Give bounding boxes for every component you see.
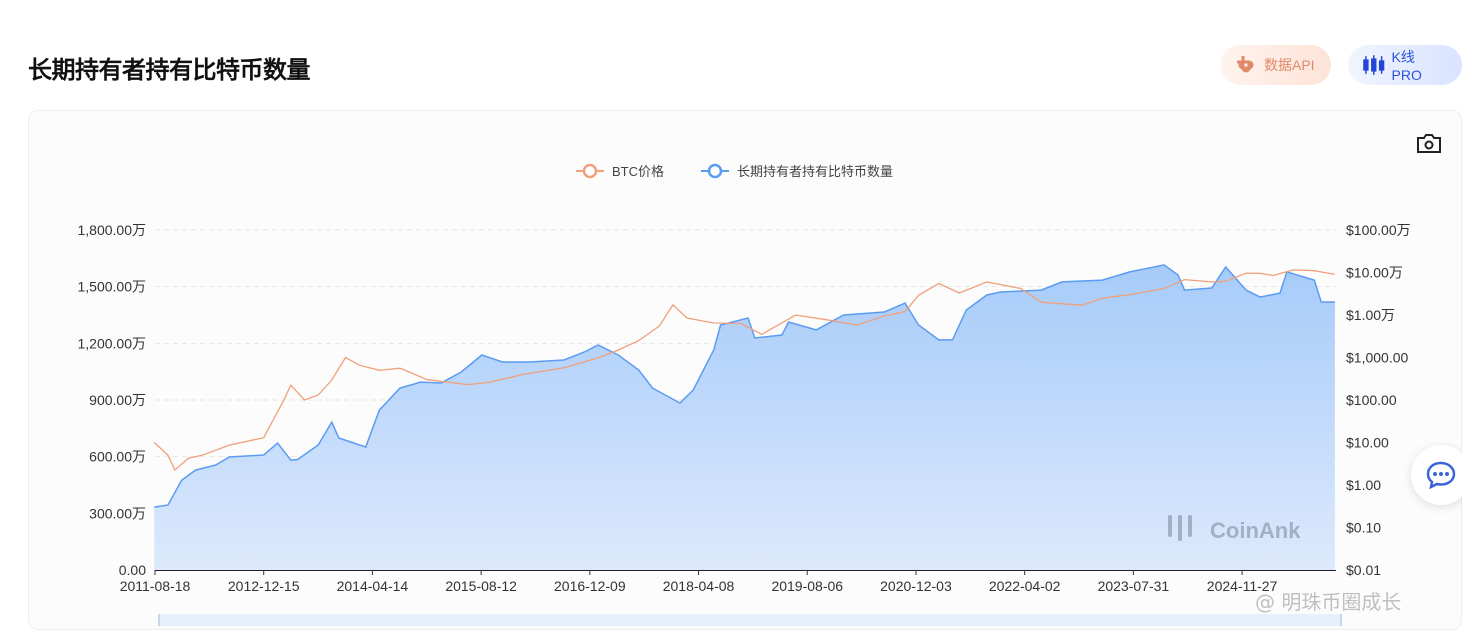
legend: BTC价格 长期持有者持有比特币数量 — [576, 163, 893, 179]
x-tick-label: 2022-04-02 — [989, 578, 1061, 594]
y-right-tick-label: $0.01 — [1346, 562, 1381, 578]
api-knot-icon — [1237, 56, 1254, 73]
legend-label-btc-price: BTC价格 — [612, 164, 664, 179]
x-tick-label: 2011-08-18 — [120, 578, 191, 594]
x-tick-label: 2018-04-08 — [663, 578, 735, 594]
chat-bubble-icon — [1426, 461, 1456, 489]
y-right-tick-label: $1,000.00 — [1346, 350, 1408, 366]
y-right-tick-label: $1.00万 — [1346, 307, 1395, 323]
watermark-credit: @ 明珠币圈成长 — [1255, 590, 1402, 614]
kline-pro-button[interactable]: K线 PRO — [1348, 45, 1462, 85]
y-right-tick-label: $0.10 — [1346, 520, 1381, 536]
x-tick-label: 2019-08-06 — [771, 578, 843, 594]
legend-label-lth-supply: 长期持有者持有比特币数量 — [737, 164, 893, 179]
y-right-tick-label: $1.00 — [1346, 477, 1381, 493]
camera-icon[interactable] — [1416, 132, 1442, 154]
y-left-tick-label: 900.00万 — [89, 392, 146, 408]
coinank-watermark: CoinAnk — [1168, 515, 1301, 543]
x-tick-label: 2016-12-09 — [554, 578, 626, 594]
y-left-tick-label: 1,800.00万 — [78, 222, 147, 238]
y-right-tick-label: $10.00万 — [1346, 265, 1403, 281]
y-right-tick-label: $100.00 — [1346, 392, 1397, 408]
y-left-tick-label: 600.00万 — [89, 449, 146, 465]
legend-item-lth-supply[interactable]: 长期持有者持有比特币数量 — [701, 163, 893, 179]
data-api-label: 数据API — [1264, 57, 1315, 73]
x-tick-label: 2023-07-31 — [1098, 578, 1170, 594]
watermark-logo-text: CoinAnk — [1210, 518, 1301, 543]
page-title: 长期持有者持有比特币数量 — [28, 56, 311, 84]
y-right-tick-label: $100.00万 — [1346, 222, 1411, 238]
y-left-tick-label: 1,200.00万 — [78, 335, 147, 351]
lth-supply-line — [154, 264, 1335, 508]
lth-supply-area — [154, 264, 1335, 570]
candlestick-icon — [1363, 55, 1385, 75]
x-tick-label: 2020-12-03 — [880, 578, 952, 594]
x-tick-label: 2014-04-14 — [337, 578, 409, 594]
btc-price-line — [153, 269, 1336, 472]
y-left-tick-label: 300.00万 — [89, 505, 146, 521]
x-tick-label: 2024-11-27 — [1207, 578, 1278, 594]
chat-button[interactable] — [1411, 445, 1462, 505]
data-zoom-slider[interactable] — [158, 614, 1342, 626]
data-api-button[interactable]: 数据API — [1220, 45, 1331, 85]
legend-item-btc-price[interactable]: BTC价格 — [576, 163, 664, 179]
y-left-tick-label: 1,500.00万 — [78, 279, 147, 295]
kline-pro-label: K线 PRO — [1391, 49, 1422, 83]
y-left-tick-label: 0.00 — [119, 562, 146, 578]
y-right-tick-label: $10.00 — [1346, 435, 1389, 451]
x-tick-label: 2012-12-15 — [228, 578, 300, 594]
x-tick-label: 2015-08-12 — [445, 578, 517, 594]
